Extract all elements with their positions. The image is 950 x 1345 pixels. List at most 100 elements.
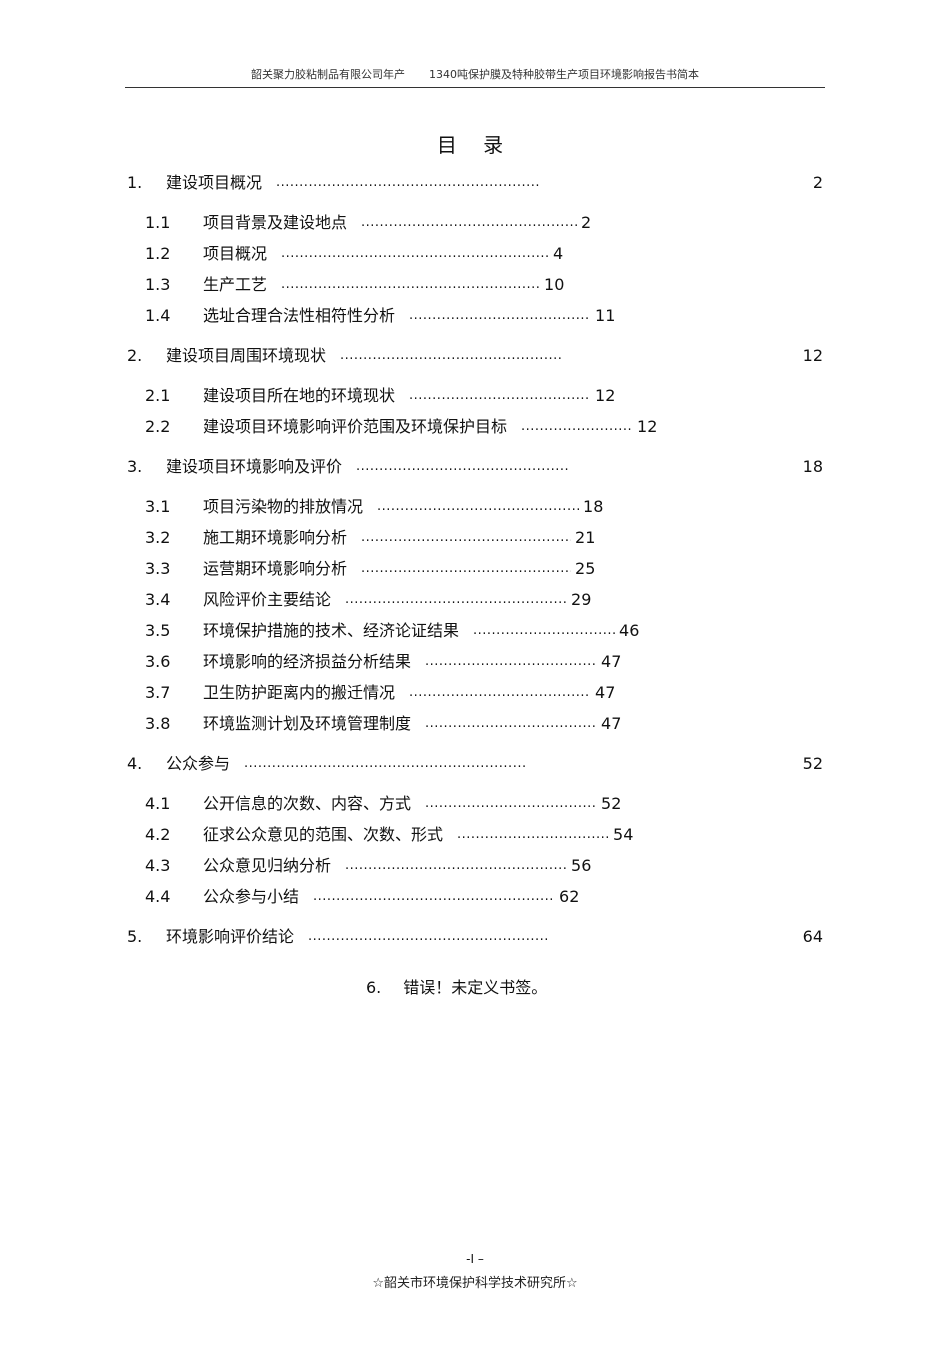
toc-entry-number: 2.2: [145, 417, 171, 436]
toc-entry-text: 环境保护措施的技术、经济论证结果: [203, 621, 460, 640]
toc-entry[interactable]: 2.1 建设项目所在地的环境现状 12: [0, 384, 950, 415]
toc-entry-text-group: 环境保护措施的技术、经济论证结果 46: [203, 619, 639, 643]
toc-entry-number: 4.1: [145, 794, 171, 813]
toc-entry-text: 征求公众意见的范围、次数、形式: [203, 825, 444, 844]
toc-entry-page: 64: [802, 927, 823, 946]
toc-entry-number: 3.3: [145, 559, 171, 578]
toc-entry-number: 3.8: [145, 714, 171, 733]
toc-entry-page: 18: [802, 457, 823, 476]
toc-entry[interactable]: 3.2 施工期环境影响分析 21: [0, 526, 950, 557]
toc-leader-dots: [244, 752, 526, 776]
toc-entry[interactable]: 1.4 选址合理合法性相符性分析 11: [0, 304, 950, 335]
toc-leader-dots: [425, 712, 597, 736]
toc-leader-dots: [281, 242, 549, 266]
toc-entry[interactable]: 5. 环境影响评价结论 64: [0, 925, 950, 956]
toc-entry-number: 4.2: [145, 825, 171, 844]
toc-entry[interactable]: 4.3 公众意见归纳分析 56: [0, 854, 950, 885]
toc-entry[interactable]: 2.2 建设项目环境影响评价范围及环境保护目标 12: [0, 415, 950, 446]
toc-entry[interactable]: 3.3 运营期环境影响分析 25: [0, 557, 950, 588]
toc-entry-page: 18: [583, 497, 604, 516]
page-number: -I –: [466, 1252, 484, 1266]
toc-entry-number: 4.4: [145, 887, 171, 906]
toc-entry-page: 56: [571, 856, 592, 875]
toc-entry[interactable]: 3.1 项目污染物的排放情况 18: [0, 495, 950, 526]
toc-entry[interactable]: 3. 建设项目环境影响及评价 18: [0, 455, 950, 486]
toc-entry[interactable]: 3.5 环境保护措施的技术、经济论证结果 46: [0, 619, 950, 650]
toc-entry-number: 3.5: [145, 621, 171, 640]
toc-entry-text-group: 建设项目周围环境现状: [166, 344, 562, 368]
toc-entry-page: 29: [571, 590, 592, 609]
toc-entry-error[interactable]: 6. 错误！未定义书签。: [366, 974, 547, 998]
toc-entry[interactable]: 1.2 项目概况 4: [0, 242, 950, 273]
footer-org: ☆韶关市环境保护科学技术研究所☆: [372, 1276, 578, 1291]
toc-leader-dots: [377, 495, 579, 519]
toc-entry-text: 风险评价主要结论: [203, 590, 332, 609]
toc-leader-dots: [356, 455, 568, 479]
toc-entry-text-group: 项目概况 4: [203, 242, 563, 266]
toc-entry-number: 3.6: [145, 652, 171, 671]
toc-entry[interactable]: 1.1 项目背景及建设地点 2: [0, 211, 950, 242]
toc-entry-text-group: 建设项目环境影响评价范围及环境保护目标 12: [203, 415, 657, 439]
header-left: 韶关聚力胶粘制品有限公司年产: [251, 68, 405, 81]
toc-entry-page: 47: [601, 652, 622, 671]
toc-entry-page: 21: [575, 528, 596, 547]
toc-entry[interactable]: 1. 建设项目概况 2: [0, 171, 950, 202]
header-rule: [125, 87, 825, 88]
toc-entry-page: 54: [613, 825, 634, 844]
toc-entry-number: 3.4: [145, 590, 171, 609]
toc-leader-dots: [409, 384, 591, 408]
toc-entry[interactable]: 4.1 公开信息的次数、内容、方式 52: [0, 792, 950, 823]
toc-entry-number: 5.: [127, 927, 143, 946]
toc-entry[interactable]: 4. 公众参与 52: [0, 752, 950, 783]
toc-entry-text-group: 公众参与小结 62: [203, 885, 579, 909]
toc-entry[interactable]: 3.6 环境影响的经济损益分析结果 47: [0, 650, 950, 681]
toc-entry-number: 6.: [366, 978, 382, 997]
toc-entry-text: 公众参与: [166, 754, 231, 773]
toc-entry-text: 公众意见归纳分析: [203, 856, 332, 875]
toc-entry-text-group: 选址合理合法性相符性分析 11: [203, 304, 615, 328]
toc-entry-text-group: 环境监测计划及环境管理制度 47: [203, 712, 621, 736]
toc-entry-text-group: 公开信息的次数、内容、方式 52: [203, 792, 621, 816]
toc-leader-dots: [425, 792, 597, 816]
toc-entry[interactable]: 1.3 生产工艺 10: [0, 273, 950, 304]
toc-entry-page: 52: [802, 754, 823, 773]
toc-entry-text-group: 建设项目环境影响及评价: [166, 455, 568, 479]
toc-leader-dots: [313, 885, 555, 909]
toc-entry[interactable]: 4.4 公众参与小结 62: [0, 885, 950, 916]
toc-entry-text: 公众参与小结: [203, 887, 300, 906]
toc-entry[interactable]: 2. 建设项目周围环境现状 12: [0, 344, 950, 375]
toc-entry-text: 项目污染物的排放情况: [203, 497, 364, 516]
toc-entry[interactable]: 3.7 卫生防护距离内的搬迁情况 47: [0, 681, 950, 712]
toc-entry-text-group: 环境影响的经济损益分析结果 47: [203, 650, 621, 674]
toc-entry-page: 2: [812, 173, 823, 192]
toc-entry-text: 错误！未定义书签。: [403, 978, 548, 997]
toc-entry-text: 生产工艺: [203, 275, 268, 294]
toc-entry-page: 11: [595, 306, 616, 325]
toc-entry-page: 12: [637, 417, 658, 436]
toc-entry-text-group: 项目背景及建设地点 2: [203, 211, 591, 235]
toc-entry-number: 1.1: [145, 213, 171, 232]
toc-entry-number: 1.4: [145, 306, 171, 325]
toc-entry-text: 建设项目环境影响及评价: [166, 457, 343, 476]
toc-entry-text: 环境影响的经济损益分析结果: [203, 652, 412, 671]
toc-leader-dots: [308, 925, 550, 949]
toc-entry-text: 建设项目周围环境现状: [166, 346, 327, 365]
toc-entry-number: 4.: [127, 754, 143, 773]
toc-leader-dots: [340, 344, 562, 368]
toc-entry-number: 1.: [127, 173, 143, 192]
toc-entry-text-group: 运营期环境影响分析 25: [203, 557, 595, 581]
toc-entry-text-group: 风险评价主要结论 29: [203, 588, 591, 612]
toc-entry-text: 项目背景及建设地点: [203, 213, 348, 232]
toc-entry[interactable]: 3.8 环境监测计划及环境管理制度 47: [0, 712, 950, 743]
toc-leader-dots: [361, 526, 571, 550]
toc-entry[interactable]: 4.2 征求公众意见的范围、次数、形式 54: [0, 823, 950, 854]
toc-entry-number: 3.: [127, 457, 143, 476]
toc-entry-number: 2.1: [145, 386, 171, 405]
toc-entry-number: 1.2: [145, 244, 171, 263]
toc-entry-text: 环境影响评价结论: [166, 927, 295, 946]
toc-entry-text-group: 环境影响评价结论: [166, 925, 550, 949]
toc-entry-text-group: 公众参与: [166, 752, 526, 776]
toc-entry[interactable]: 3.4 风险评价主要结论 29: [0, 588, 950, 619]
toc-entry-number: 3.7: [145, 683, 171, 702]
